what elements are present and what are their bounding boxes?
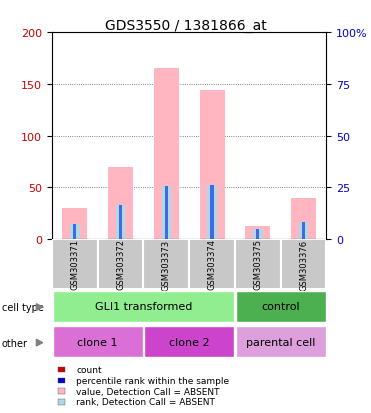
Bar (210, 236, 214, 240)
Bar (116, 206, 125, 240)
Bar (73, 235, 76, 240)
Text: GSM303372: GSM303372 (116, 239, 125, 290)
Text: GSM303376: GSM303376 (299, 239, 308, 290)
Bar (154, 69, 179, 240)
Bar (302, 222, 305, 240)
Text: cell type: cell type (2, 302, 44, 312)
FancyBboxPatch shape (235, 240, 281, 289)
Bar (161, 187, 171, 240)
Bar (73, 224, 76, 240)
Bar (70, 224, 80, 240)
Bar (245, 226, 270, 240)
FancyBboxPatch shape (281, 240, 326, 289)
FancyBboxPatch shape (144, 240, 189, 289)
Polygon shape (36, 304, 43, 311)
Bar (108, 167, 133, 240)
Bar (210, 186, 214, 240)
FancyBboxPatch shape (144, 326, 234, 358)
Bar (119, 236, 122, 240)
Bar (253, 229, 263, 240)
FancyBboxPatch shape (98, 240, 144, 289)
Text: clone 1: clone 1 (78, 337, 118, 347)
FancyBboxPatch shape (236, 326, 326, 358)
FancyBboxPatch shape (53, 326, 142, 358)
Text: rank, Detection Call = ABSENT: rank, Detection Call = ABSENT (76, 397, 215, 406)
Text: GSM303375: GSM303375 (253, 239, 262, 290)
FancyBboxPatch shape (52, 240, 98, 289)
Bar (302, 235, 305, 240)
Bar (291, 198, 316, 240)
Bar (119, 206, 122, 240)
Bar (256, 229, 259, 240)
FancyBboxPatch shape (53, 291, 234, 323)
Text: parental cell: parental cell (246, 337, 315, 347)
Text: other: other (2, 338, 28, 348)
Text: GSM303373: GSM303373 (162, 239, 171, 290)
Text: clone 2: clone 2 (169, 337, 210, 347)
Bar (207, 186, 217, 240)
FancyBboxPatch shape (236, 291, 326, 323)
Bar (165, 187, 168, 240)
Bar (62, 209, 88, 240)
Bar (299, 222, 308, 240)
Text: value, Detection Call = ABSENT: value, Detection Call = ABSENT (76, 387, 220, 396)
Polygon shape (36, 339, 43, 346)
Bar (200, 91, 225, 240)
Text: control: control (262, 301, 300, 312)
Text: count: count (76, 365, 102, 374)
Text: GSM303371: GSM303371 (70, 239, 79, 290)
FancyBboxPatch shape (189, 240, 235, 289)
Text: GSM303374: GSM303374 (208, 239, 217, 290)
Bar (256, 237, 259, 240)
Text: GLI1 transformed: GLI1 transformed (95, 301, 192, 312)
Text: percentile rank within the sample: percentile rank within the sample (76, 376, 229, 385)
Bar (165, 236, 168, 240)
Text: GDS3550 / 1381866_at: GDS3550 / 1381866_at (105, 19, 266, 33)
